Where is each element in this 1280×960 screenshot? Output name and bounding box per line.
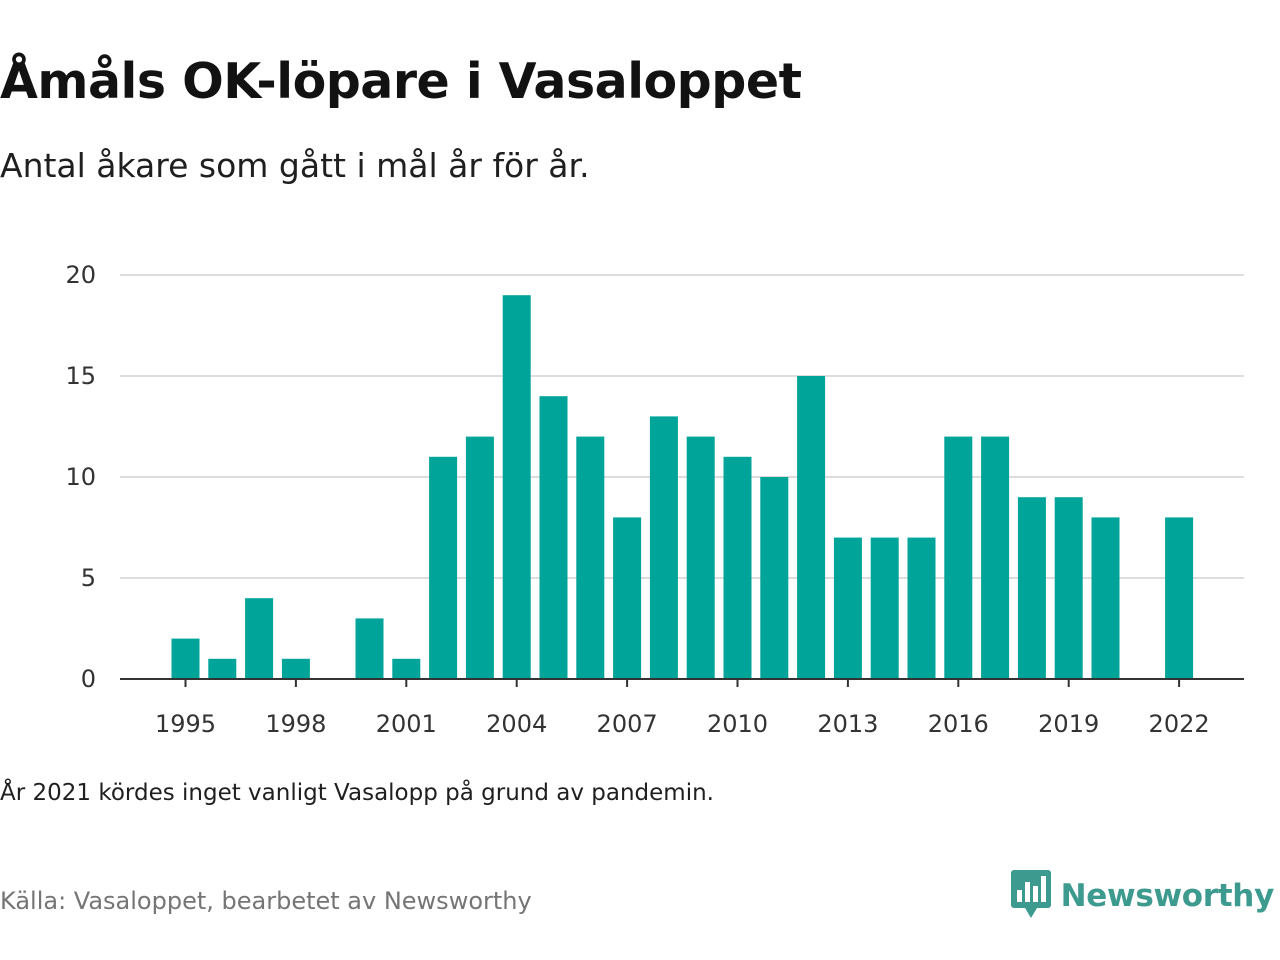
- bar: [907, 537, 936, 679]
- x-tick-label: 2016: [928, 710, 989, 738]
- bar: [870, 537, 899, 679]
- bar: [208, 658, 237, 679]
- bar: [576, 436, 605, 679]
- bar: [245, 598, 274, 679]
- x-tick-label: 1998: [265, 710, 326, 738]
- bar: [1091, 517, 1120, 679]
- y-axis-labels: 0 5 10 15 20: [65, 261, 96, 693]
- brand-name: Newsworthy: [1060, 878, 1275, 914]
- bar: [392, 658, 421, 679]
- bar: [502, 295, 531, 679]
- x-tick-label: 2007: [597, 710, 658, 738]
- bar: [1165, 517, 1194, 679]
- chart-note: År 2021 kördes inget vanligt Vasalopp på…: [0, 780, 714, 806]
- bar: [760, 477, 789, 679]
- x-tick-label: 2013: [817, 710, 878, 738]
- bar-chart: 0 5 10 15 20 1995 1998 2001 2004 2007 2010 2013 201…: [65, 261, 1244, 738]
- bar: [1017, 497, 1046, 679]
- x-axis-labels: 1995 1998 2001 2004 2007 2010 2013 2016 2019 2022: [155, 710, 1210, 738]
- bar: [171, 638, 200, 679]
- chart-subtitle: Antal åkare som gått i mål år för år.: [0, 146, 590, 185]
- x-tick-label: 2019: [1038, 710, 1099, 738]
- bar: [355, 618, 384, 679]
- chart-title: Åmåls OK-löpare i Vasaloppet: [0, 53, 802, 110]
- x-tick-label: 2001: [376, 710, 437, 738]
- bar: [686, 436, 715, 679]
- bar: [723, 456, 752, 679]
- x-tick-label: 1995: [155, 710, 216, 738]
- x-tick-label: 2004: [486, 710, 547, 738]
- y-tick-label: 0: [81, 665, 96, 693]
- bar: [944, 436, 973, 679]
- bar: [1054, 497, 1083, 679]
- bars: [171, 295, 1194, 679]
- x-tick-label: 2022: [1149, 710, 1210, 738]
- newsworthy-logo-icon: [1010, 868, 1051, 924]
- y-tick-label: 15: [65, 362, 96, 390]
- bar: [429, 456, 458, 679]
- brand-logo: Newsworthy: [1010, 868, 1275, 924]
- bar: [465, 436, 494, 679]
- y-tick-label: 5: [81, 564, 96, 592]
- bar: [613, 517, 642, 679]
- bar: [833, 537, 862, 679]
- bar: [539, 396, 568, 679]
- x-tick-label: 2010: [707, 710, 768, 738]
- bar: [797, 376, 826, 679]
- x-axis: [120, 678, 1244, 687]
- y-tick-label: 10: [65, 463, 96, 491]
- bar: [981, 436, 1010, 679]
- source-text: Källa: Vasaloppet, bearbetet av Newswort…: [0, 887, 532, 915]
- y-tick-label: 20: [65, 261, 96, 289]
- bar: [281, 658, 310, 679]
- bar: [649, 416, 678, 679]
